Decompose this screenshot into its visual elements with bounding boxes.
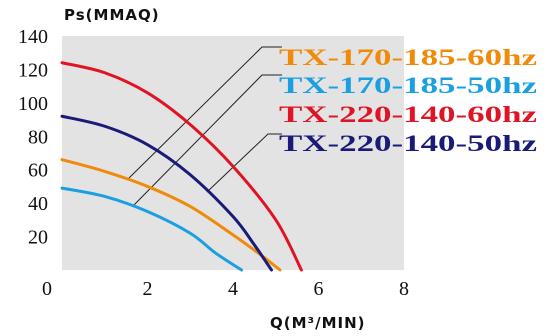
- y-axis-title: Ps(MMAQ): [64, 6, 160, 24]
- series-lines: [60, 61, 303, 272]
- y-tick-label: 140: [18, 26, 48, 48]
- x-tick-label: 2: [143, 278, 153, 300]
- leader-line: [206, 133, 282, 193]
- legend: TX-170-185-60hz TX-170-185-50hz TX-220-140…: [279, 45, 537, 156]
- legend-label: TX-220-140-50hz: [279, 131, 537, 156]
- x-tick-label: 6: [314, 278, 324, 300]
- x-tick-label: 8: [399, 278, 409, 300]
- series-line-tx220-50hz: [60, 114, 273, 272]
- x-tick-label: 0: [42, 278, 52, 300]
- x-axis-title: Q(M³/MIN): [270, 314, 366, 332]
- x-tick-label: 4: [228, 278, 238, 300]
- y-tick-label: 20: [28, 227, 48, 249]
- legend-label: TX-220-140-60hz: [279, 102, 537, 127]
- legend-label: TX-170-185-50hz: [279, 73, 537, 98]
- series-line-tx220-60hz: [60, 61, 303, 272]
- leader-line: [127, 46, 282, 180]
- y-tick-label: 120: [18, 59, 48, 81]
- axis-ticks: 20 40 60 80 100 120 140 0 2 4 6 8: [18, 26, 409, 300]
- y-tick-label: 80: [28, 126, 48, 148]
- y-tick-label: 100: [18, 93, 48, 115]
- y-tick-label: 40: [28, 193, 48, 215]
- series-line-tx170-50hz: [60, 186, 244, 272]
- y-tick-label: 60: [28, 160, 48, 182]
- legend-label: TX-170-185-60hz: [279, 45, 537, 70]
